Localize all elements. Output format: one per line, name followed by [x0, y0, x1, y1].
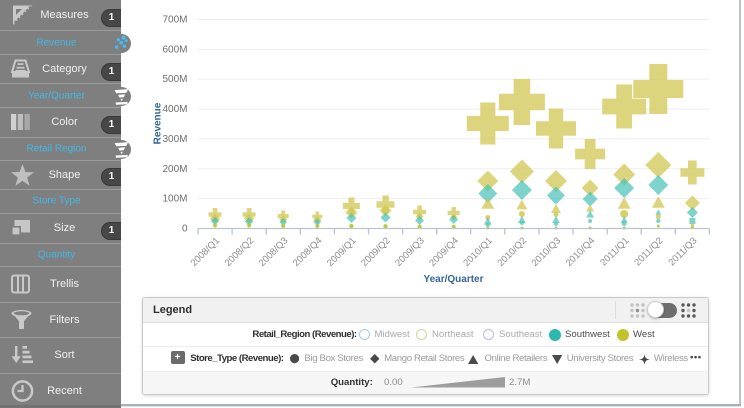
svg-text:100M: 100M	[162, 194, 187, 205]
svg-text:400M: 400M	[162, 104, 187, 115]
svg-text:2011/Q3: 2011/Q3	[666, 235, 699, 268]
svg-text:2010/Q3: 2010/Q3	[530, 235, 564, 269]
svg-text:2011/Q2: 2011/Q2	[632, 235, 665, 268]
svg-text:500M: 500M	[162, 74, 187, 85]
svg-text:2009/Q4: 2009/Q4	[427, 235, 461, 269]
svg-text:Revenue: Revenue	[153, 102, 164, 144]
svg-text:2009/Q1: 2009/Q1	[325, 235, 359, 269]
svg-text:2009/Q3: 2009/Q3	[393, 235, 427, 269]
svg-text:700M: 700M	[162, 15, 187, 26]
svg-text:0: 0	[182, 224, 188, 235]
svg-text:2008/Q2: 2008/Q2	[223, 235, 257, 269]
svg-text:2010/Q1: 2010/Q1	[461, 235, 495, 269]
svg-text:2008/Q1: 2008/Q1	[189, 235, 223, 269]
svg-text:2008/Q3: 2008/Q3	[257, 235, 291, 269]
svg-text:300M: 300M	[162, 134, 187, 145]
svg-text:Year/Quarter: Year/Quarter	[423, 274, 483, 285]
svg-text:2010/Q2: 2010/Q2	[495, 235, 529, 269]
svg-text:2010/Q4: 2010/Q4	[564, 235, 598, 269]
svg-text:600M: 600M	[162, 44, 187, 55]
svg-text:2009/Q2: 2009/Q2	[359, 235, 393, 269]
svg-text:2008/Q4: 2008/Q4	[291, 235, 325, 269]
svg-text:2011/Q1: 2011/Q1	[598, 235, 631, 268]
svg-text:200M: 200M	[162, 164, 187, 175]
